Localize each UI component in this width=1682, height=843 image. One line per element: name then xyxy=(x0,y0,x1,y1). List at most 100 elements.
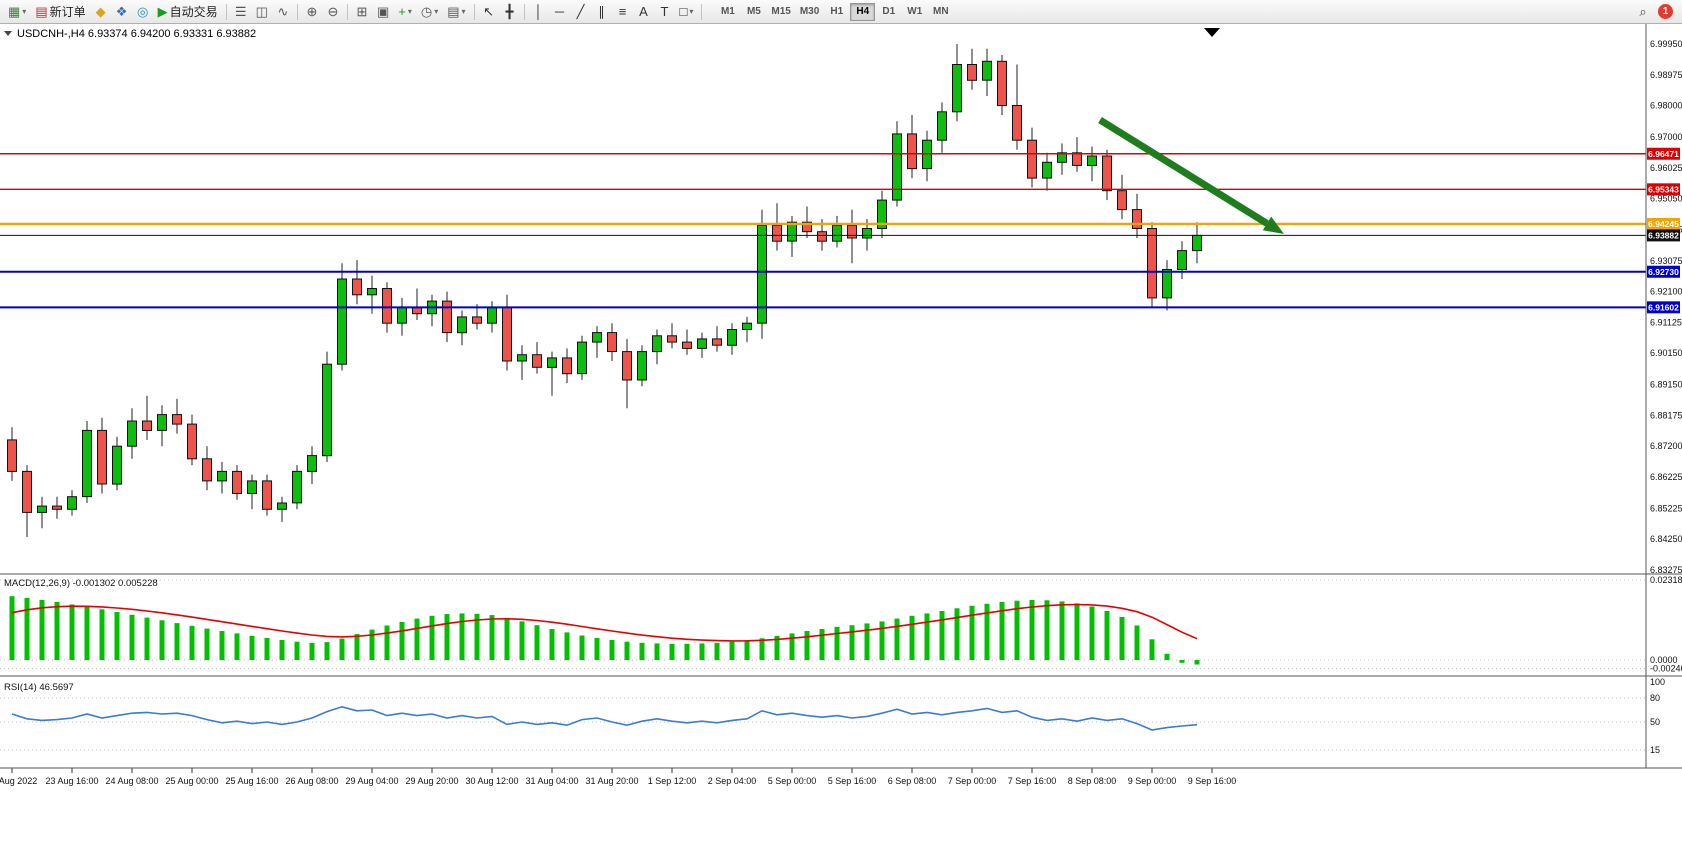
svg-text:29 Aug 04:00: 29 Aug 04:00 xyxy=(345,776,398,786)
shapes-button[interactable]: □ ▾ xyxy=(676,2,698,22)
timeframe-h1-button[interactable]: H1 xyxy=(824,3,849,21)
autotrading-button[interactable]: ▶ 自动交易 xyxy=(154,2,222,22)
fibonacci-icon: ≡ xyxy=(618,4,627,19)
current-price-line[interactable]: 6.93882 xyxy=(0,229,1680,242)
tile-windows-button[interactable]: ⊞ xyxy=(352,2,372,22)
new-chart-button[interactable]: ▦ ▾ xyxy=(4,2,30,22)
toolbar-separator xyxy=(296,3,298,20)
svg-text:7 Sep 00:00: 7 Sep 00:00 xyxy=(948,776,997,786)
timeframe-d1-button[interactable]: D1 xyxy=(876,3,901,21)
trend-arrow[interactable] xyxy=(1098,117,1284,234)
svg-text:6.90150: 6.90150 xyxy=(1650,348,1682,358)
toolbar-separator xyxy=(523,3,525,20)
pivot-line-price-tag xyxy=(1647,217,1680,230)
macd-panel: 0.023189 0.0000-0.002468 MACD(12,26,9) -0.… xyxy=(0,575,1682,674)
timeframe-m30-button[interactable]: M30 xyxy=(796,3,823,21)
candles-chart-button[interactable]: ◫ xyxy=(252,2,272,22)
svg-text:9 Sep 16:00: 9 Sep 16:00 xyxy=(1188,776,1237,786)
resistance-line-2[interactable]: 6.95343 xyxy=(0,183,1680,196)
timeframe-mn-button[interactable]: MN xyxy=(928,3,953,21)
svg-text:25 Aug 16:00: 25 Aug 16:00 xyxy=(225,776,278,786)
resistance-line-2-price-tag xyxy=(1647,183,1680,196)
search-button[interactable]: ⌕ xyxy=(1633,2,1653,22)
horizontal-line-button[interactable]: ─ xyxy=(550,2,570,22)
svg-text:15: 15 xyxy=(1650,745,1660,755)
svg-text:0.0000: 0.0000 xyxy=(1650,655,1678,665)
svg-text:8 Sep 08:00: 8 Sep 08:00 xyxy=(1068,776,1117,786)
tile-windows-icon: ⊞ xyxy=(356,4,368,19)
community-icon: ◎ xyxy=(136,4,149,19)
support-line-2[interactable]: 6.91602 xyxy=(0,301,1680,314)
chart-canvas[interactable]: 6.99950 6.98975 6.98000 6.97000 6.96025 6.950… xyxy=(0,24,1682,843)
community-button[interactable]: ◎ xyxy=(133,2,153,22)
notification-badge[interactable]: 1 xyxy=(1658,4,1673,19)
indicators-button[interactable]: + ▾ xyxy=(394,2,416,22)
support-line-2-price-tag xyxy=(1647,301,1680,314)
svg-text:6.97000: 6.97000 xyxy=(1650,132,1682,142)
pivot-line[interactable]: 6.94245 xyxy=(0,217,1680,230)
text-label-icon: T xyxy=(660,4,669,19)
periods-button[interactable]: ◷ ▾ xyxy=(417,2,442,22)
dropdown-caret-icon: ▾ xyxy=(407,7,412,16)
crosshair-icon: ╋ xyxy=(505,4,514,19)
vertical-line-button[interactable]: │ xyxy=(529,2,549,22)
profiles-button[interactable]: ❖ xyxy=(112,2,132,22)
svg-text:6.98000: 6.98000 xyxy=(1650,101,1682,111)
templates-button[interactable]: ▤ ▾ xyxy=(443,2,469,22)
timeframe-h4-button[interactable]: H4 xyxy=(850,2,876,21)
svg-text:2 Sep 04:00: 2 Sep 04:00 xyxy=(708,776,757,786)
svg-text:6.99950: 6.99950 xyxy=(1650,39,1682,49)
chart-shift-marker[interactable] xyxy=(1204,28,1220,37)
text-icon: A xyxy=(639,4,648,19)
rsi-line xyxy=(11,705,1198,731)
search-icon: ⌕ xyxy=(1639,4,1647,19)
cursor-icon: ↖ xyxy=(483,4,494,19)
zoom-in-icon: ⊕ xyxy=(306,4,318,19)
new-order-button[interactable]: ▤ 新订单 xyxy=(31,2,89,22)
templates-icon: ▤ xyxy=(447,4,460,19)
trendline-button[interactable]: ╱ xyxy=(571,2,591,22)
cursor-button[interactable]: ↖ xyxy=(479,2,499,22)
dropdown-caret-icon: ▾ xyxy=(434,7,439,16)
toolbar-left-group: ▦ ▾ ▤ 新订单 ◆ ❖ ◎ ▶ 自动交易 ☰ ◫ ∿ ⊕ ⊖ ⊞ ▣ + ▾ ◷ ▾ ▤ ▾ ↖ ╋ │ ─ ╱ ∥ ≡ A T □ ▾ xyxy=(4,2,705,22)
chart-collapse-icon[interactable] xyxy=(4,31,12,36)
candles-chart-icon: ◫ xyxy=(255,4,268,19)
svg-text:6.92100: 6.92100 xyxy=(1650,287,1682,297)
svg-text:31 Aug 20:00: 31 Aug 20:00 xyxy=(585,776,638,786)
svg-text:6.92730: 6.92730 xyxy=(1648,267,1679,277)
trendline-icon: ╱ xyxy=(576,4,585,19)
line-chart-button[interactable]: ∿ xyxy=(273,2,293,22)
bars-chart-button[interactable]: ☰ xyxy=(231,2,251,22)
resistance-line-1[interactable]: 6.96471 xyxy=(0,147,1680,160)
svg-text:1 Sep 12:00: 1 Sep 12:00 xyxy=(648,776,697,786)
svg-text:31 Aug 04:00: 31 Aug 04:00 xyxy=(525,776,578,786)
svg-text:30 Aug 12:00: 30 Aug 12:00 xyxy=(465,776,518,786)
text-button[interactable]: A xyxy=(634,2,654,22)
fibonacci-button[interactable]: ≡ xyxy=(613,2,633,22)
svg-text:80: 80 xyxy=(1650,693,1660,703)
time-axis[interactable]: 23 Aug 2022 23 Aug 16:00 24 Aug 08:00 25 Au… xyxy=(0,768,1236,786)
svg-text:6.95050: 6.95050 xyxy=(1650,194,1682,204)
autotrading-label: 自动交易 xyxy=(169,5,218,19)
profiles-icon: ❖ xyxy=(115,4,128,19)
svg-text:6.91602: 6.91602 xyxy=(1648,303,1679,313)
timeframe-m5-button[interactable]: M5 xyxy=(741,3,766,21)
autotrading-icon: ▶ xyxy=(157,4,168,19)
zoom-in-button[interactable]: ⊕ xyxy=(302,2,322,22)
zoom-out-button[interactable]: ⊖ xyxy=(323,2,343,22)
arrange-windows-button[interactable]: ▣ xyxy=(373,2,393,22)
text-label-button[interactable]: T xyxy=(655,2,675,22)
crosshair-button[interactable]: ╋ xyxy=(500,2,520,22)
metaeditor-button[interactable]: ◆ xyxy=(91,2,111,22)
toolbar-separator xyxy=(225,3,227,20)
toolbar-separator xyxy=(346,3,348,20)
svg-text:5 Sep 16:00: 5 Sep 16:00 xyxy=(828,776,877,786)
support-line-1[interactable]: 6.92730 xyxy=(0,265,1680,278)
channel-button[interactable]: ∥ xyxy=(592,2,612,22)
new-chart-icon: ▦ xyxy=(8,4,21,19)
timeframe-m1-button[interactable]: M1 xyxy=(715,3,740,21)
timeframe-w1-button[interactable]: W1 xyxy=(902,3,927,21)
timeframe-m15-button[interactable]: M15 xyxy=(767,3,794,21)
dropdown-caret-icon: ▾ xyxy=(22,7,27,16)
svg-text:6.93075: 6.93075 xyxy=(1650,256,1682,266)
